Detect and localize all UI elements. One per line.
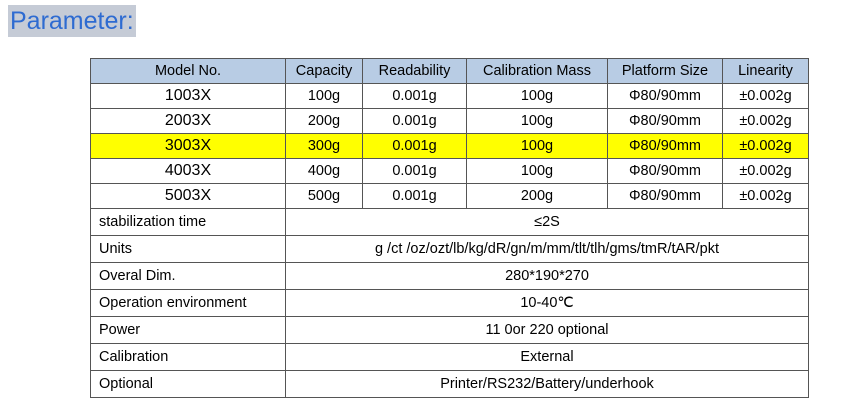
data-cell: ±0.002g — [722, 183, 809, 209]
spec-value: 280*190*270 — [285, 262, 809, 290]
data-cell: 3003X — [90, 133, 286, 159]
data-cell: 500g — [285, 183, 363, 209]
data-cell: Φ80/90mm — [607, 133, 723, 159]
spec-value: External — [285, 343, 809, 371]
data-cell: Φ80/90mm — [607, 183, 723, 209]
data-cell: 400g — [285, 158, 363, 184]
data-cell: ±0.002g — [722, 83, 809, 109]
data-cell: Φ80/90mm — [607, 108, 723, 134]
data-cell: 0.001g — [362, 83, 467, 109]
spec-value: 11 0or 220 optional — [285, 316, 809, 344]
header-cell: Capacity — [285, 58, 363, 84]
data-cell: ±0.002g — [722, 133, 809, 159]
spec-row: Optional Printer/RS232/Battery/underhook — [90, 370, 809, 398]
spec-table: Model No. Capacity Readability Calibration … — [90, 58, 809, 398]
data-cell: 300g — [285, 133, 363, 159]
data-cell: 200g — [285, 108, 363, 134]
data-cell: 2003X — [90, 108, 286, 134]
data-cell: ±0.002g — [722, 108, 809, 134]
spec-value: ≤2S — [285, 208, 809, 236]
data-cell: 100g — [466, 133, 608, 159]
data-cell: Φ80/90mm — [607, 158, 723, 184]
spec-row: Operation environment 10-40℃ — [90, 289, 809, 317]
header-cell: Platform Size — [607, 58, 723, 84]
data-cell: 100g — [466, 108, 608, 134]
spec-value: Printer/RS232/Battery/underhook — [285, 370, 809, 398]
data-cell: ±0.002g — [722, 158, 809, 184]
data-cell: 4003X — [90, 158, 286, 184]
spec-row: Overal Dim. 280*190*270 — [90, 262, 809, 290]
header-cell: Readability — [362, 58, 467, 84]
spec-label: Overal Dim. — [90, 262, 286, 290]
data-row: 4003X 400g 0.001g 100g Φ80/90mm ±0.002g — [90, 158, 809, 184]
header-row: Model No. Capacity Readability Calibration … — [90, 58, 809, 84]
data-cell: 0.001g — [362, 158, 467, 184]
spec-row: stabilization time ≤2S — [90, 208, 809, 236]
data-cell: 100g — [466, 83, 608, 109]
spec-label: Calibration — [90, 343, 286, 371]
header-cell: Calibration Mass — [466, 58, 608, 84]
data-cell: Φ80/90mm — [607, 83, 723, 109]
data-cell: 100g — [285, 83, 363, 109]
data-row: 2003X 200g 0.001g 100g Φ80/90mm ±0.002g — [90, 108, 809, 134]
data-cell: 0.001g — [362, 133, 467, 159]
data-cell: 5003X — [90, 183, 286, 209]
data-cell: 0.001g — [362, 108, 467, 134]
spec-row: Units g /ct /oz/ozt/lb/kg/dR/gn/m/mm/tlt/… — [90, 235, 809, 263]
spec-row: Power 11 0or 220 optional — [90, 316, 809, 344]
spec-label: Power — [90, 316, 286, 344]
spec-label: Units — [90, 235, 286, 263]
data-cell: 100g — [466, 158, 608, 184]
spec-value: 10-40℃ — [285, 289, 809, 317]
page-title: Parameter: — [8, 5, 136, 37]
spec-label: Operation environment — [90, 289, 286, 317]
spec-row: Calibration External — [90, 343, 809, 371]
data-row: 3003X 300g 0.001g 100g Φ80/90mm ±0.002g — [90, 133, 809, 159]
data-cell: 200g — [466, 183, 608, 209]
spec-value: g /ct /oz/ozt/lb/kg/dR/gn/m/mm/tlt/tlh/g… — [285, 235, 809, 263]
data-row: 5003X 500g 0.001g 200g Φ80/90mm ±0.002g — [90, 183, 809, 209]
data-cell: 0.001g — [362, 183, 467, 209]
header-cell: Model No. — [90, 58, 286, 84]
data-cell: 1003X — [90, 83, 286, 109]
header-cell: Linearity — [722, 58, 809, 84]
data-row: 1003X 100g 0.001g 100g Φ80/90mm ±0.002g — [90, 83, 809, 109]
spec-label: Optional — [90, 370, 286, 398]
spec-label: stabilization time — [90, 208, 286, 236]
